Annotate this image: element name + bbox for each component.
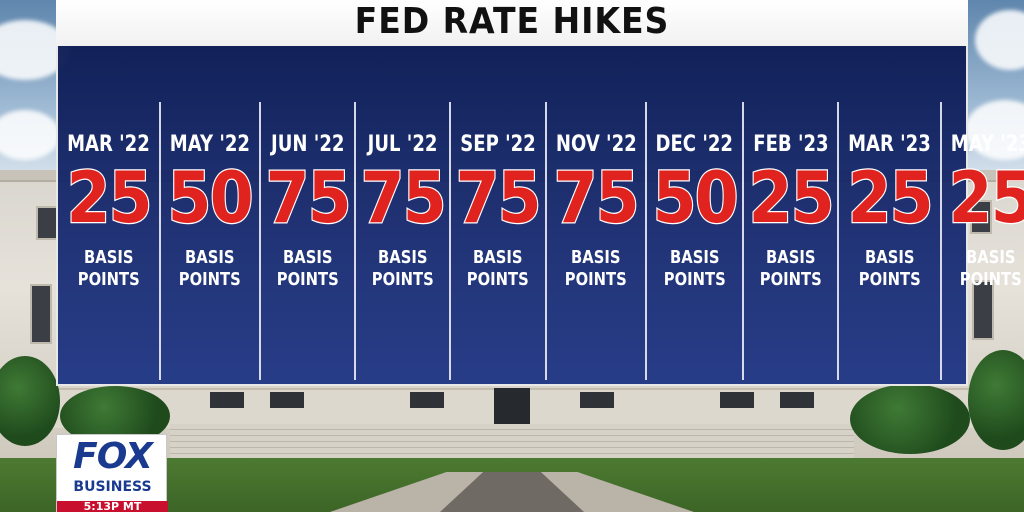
- building-window: [270, 392, 304, 408]
- hike-unit: BASIS POINTS: [467, 247, 529, 291]
- hike-unit-line: POINTS: [178, 269, 241, 290]
- building-window: [970, 200, 992, 234]
- hike-value: 25: [65, 157, 153, 239]
- hike-unit-line: BASIS: [669, 247, 720, 268]
- background-cloud: [0, 110, 60, 160]
- building-window: [972, 280, 994, 340]
- tree: [850, 384, 970, 454]
- hike-unit-line: BASIS: [282, 247, 333, 268]
- building-window: [30, 284, 52, 344]
- tree: [0, 356, 60, 446]
- building-window: [780, 392, 814, 408]
- rate-hike-column: JUL '22 75 BASIS POINTS: [354, 102, 449, 380]
- hike-unit-line: BASIS: [378, 247, 428, 268]
- hike-unit: BASIS POINTS: [179, 247, 241, 291]
- hike-unit-line: POINTS: [77, 269, 140, 290]
- fox-business-logo: FOX BUSINESS 5:13P MT: [56, 434, 168, 512]
- logo-network: BUSINESS: [73, 479, 152, 495]
- hike-unit-line: POINTS: [467, 269, 530, 290]
- hike-value: 25: [847, 157, 935, 239]
- hike-unit-line: POINTS: [858, 269, 921, 290]
- hike-date: MAY '23: [951, 132, 1024, 157]
- hike-unit: BASIS POINTS: [565, 247, 627, 291]
- rate-hike-column: NOV '22 75 BASIS POINTS: [544, 102, 646, 380]
- hike-value: 75: [264, 157, 352, 239]
- hike-date: JUL '22: [367, 132, 438, 157]
- hike-unit-line: BASIS: [765, 247, 816, 268]
- title-bar: FED RATE HIKES: [56, 0, 968, 46]
- hike-unit-line: POINTS: [663, 269, 726, 290]
- hike-value: 75: [360, 157, 448, 239]
- hike-unit-line: POINTS: [371, 269, 434, 290]
- building-window: [580, 392, 614, 408]
- rate-hike-column: MAR '23 25 BASIS POINTS: [837, 102, 940, 380]
- hike-unit-line: POINTS: [960, 269, 1023, 290]
- background-cloud: [965, 100, 1024, 160]
- hike-unit-line: BASIS: [473, 247, 523, 268]
- page-title: FED RATE HIKES: [354, 0, 670, 42]
- hike-unit-line: BASIS: [185, 247, 235, 268]
- rate-hike-column: FEB '23 25 BASIS POINTS: [741, 102, 837, 380]
- building-window: [410, 392, 444, 408]
- hike-date: FEB '23: [752, 132, 829, 157]
- hike-date: DEC '22: [655, 132, 734, 157]
- hike-unit: BASIS POINTS: [760, 247, 822, 291]
- hike-date: MAR '23: [848, 132, 932, 157]
- background-cloud: [975, 10, 1024, 70]
- building-window: [36, 206, 58, 240]
- rate-hike-column: MAR '22 25 BASIS POINTS: [58, 102, 159, 380]
- hike-unit-line: BASIS: [571, 247, 621, 268]
- hike-value: 25: [948, 157, 1024, 239]
- building-window: [720, 392, 754, 408]
- hike-value: 75: [553, 157, 641, 239]
- building-window: [210, 392, 244, 408]
- hike-unit: BASIS POINTS: [859, 247, 921, 291]
- hike-unit: BASIS POINTS: [77, 247, 139, 291]
- hike-unit: BASIS POINTS: [372, 247, 434, 291]
- hike-unit-line: BASIS: [966, 247, 1016, 268]
- hike-unit: BASIS POINTS: [960, 247, 1022, 291]
- hike-unit-line: BASIS: [83, 247, 134, 268]
- building-door: [494, 388, 530, 424]
- hike-unit-line: POINTS: [759, 269, 822, 290]
- hike-unit: BASIS POINTS: [664, 247, 726, 291]
- hike-value: 75: [455, 157, 543, 239]
- hike-date: NOV '22: [555, 132, 637, 157]
- hike-date: SEP '22: [460, 132, 536, 157]
- hike-unit-line: POINTS: [565, 269, 628, 290]
- hike-unit-line: BASIS: [865, 247, 915, 268]
- rate-hike-column: MAY '22 50 BASIS POINTS: [158, 102, 259, 380]
- hike-value: 25: [747, 157, 835, 239]
- rate-hikes-panel: MAR '22 25 BASIS POINTS MAY '22 50 BASIS P…: [56, 46, 1024, 386]
- hike-date: JUN '22: [270, 132, 345, 157]
- hike-unit: BASIS POINTS: [276, 247, 338, 291]
- logo-brand: FOX: [73, 436, 153, 477]
- rate-hike-column: JUN '22 75 BASIS POINTS: [258, 102, 354, 380]
- tree: [968, 350, 1024, 450]
- hike-date: MAR '22: [67, 132, 150, 157]
- hike-date: MAY '22: [169, 132, 250, 157]
- rate-hike-columns: MAR '22 25 BASIS POINTS MAY '22 50 BASIS P…: [58, 102, 1024, 380]
- hike-unit-line: POINTS: [276, 269, 339, 290]
- hike-value: 50: [652, 157, 740, 239]
- rate-hike-column: DEC '22 50 BASIS POINTS: [645, 102, 741, 380]
- rate-hike-column: SEP '22 75 BASIS POINTS: [449, 102, 544, 380]
- broadcast-time: 5:13P MT: [57, 501, 168, 512]
- hike-value: 50: [167, 157, 255, 239]
